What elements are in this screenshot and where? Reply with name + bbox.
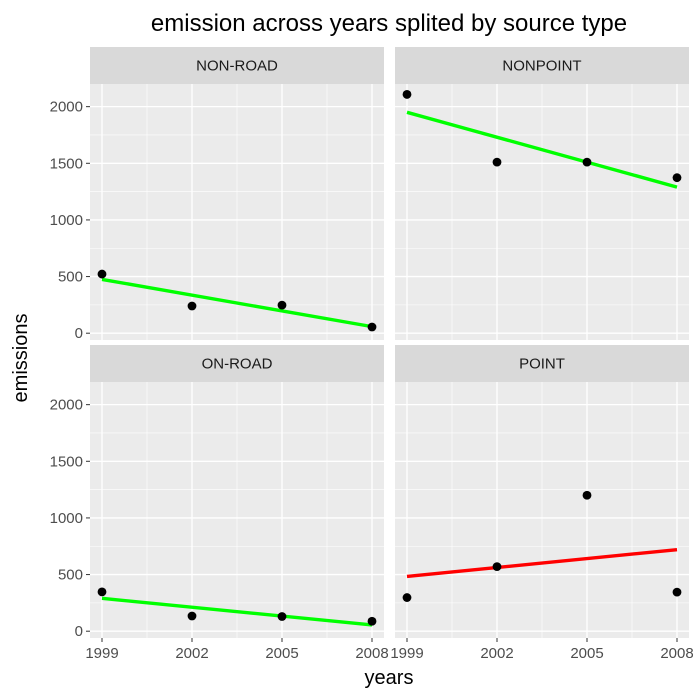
data-point: [402, 593, 412, 602]
data-point: [582, 490, 592, 500]
facet-strip: [90, 47, 384, 84]
x-tick-label: 2002: [480, 645, 513, 662]
facet-strip: [395, 345, 689, 382]
data-point: [402, 90, 412, 99]
x-tick-label: 2005: [265, 645, 298, 662]
trend-line: [406, 110, 678, 189]
y-tick-label: 0: [75, 623, 83, 640]
x-tick-label: 2008: [660, 645, 693, 662]
data-point: [367, 616, 377, 626]
facet-strip: [395, 47, 689, 84]
data-point: [97, 587, 107, 597]
x-tick-label: 2005: [570, 645, 603, 662]
data-point: [672, 173, 682, 183]
trend-line: [101, 277, 373, 329]
trend-line: [101, 596, 373, 627]
data-point: [492, 157, 502, 167]
facet-non-road: NON-ROAD 0 500 1000 1500 2000: [50, 47, 384, 342]
facet-strip-label: POINT: [519, 356, 565, 373]
facet-on-road: ON-ROAD 0 500 1000 1500 2000 1999 2002 2005 2008: [50, 345, 389, 662]
trend-line: [406, 547, 678, 579]
y-tick-label: 1500: [50, 155, 83, 172]
facet-strip: [90, 345, 384, 382]
y-tick-label: 2000: [50, 397, 83, 414]
data-point: [97, 269, 107, 279]
y-tick-label: 500: [58, 269, 83, 286]
facet-strip-label: ON-ROAD: [202, 356, 273, 373]
data-point: [582, 157, 592, 167]
data-point: [367, 322, 377, 332]
y-tick-label: 2000: [50, 99, 83, 116]
data-point: [672, 587, 682, 597]
facet-strip-label: NONPOINT: [502, 58, 581, 75]
x-tick-label: 2008: [355, 645, 388, 662]
data-point: [277, 612, 287, 621]
data-point: [492, 562, 502, 572]
data-point: [187, 301, 197, 311]
chart-title: emission across years splited by source …: [151, 10, 627, 37]
x-tick-label: 1999: [390, 645, 423, 662]
y-tick-label: 0: [75, 325, 83, 342]
facet-nonpoint: NONPOINT: [395, 47, 689, 340]
y-tick-label: 1000: [50, 212, 83, 229]
x-tick-label: 2002: [175, 645, 208, 662]
facet-strip-label: NON-ROAD: [196, 58, 278, 75]
y-tick-label: 1500: [50, 453, 83, 470]
y-axis-title: emissions: [10, 314, 32, 403]
data-point: [277, 300, 287, 310]
x-axis-title: years: [365, 667, 414, 689]
y-tick-label: 1000: [50, 510, 83, 527]
facet-panels: NON-ROAD 0 500 1000 1500 2000 NONPOINT ON-ROAD 0…: [50, 47, 694, 662]
facet-point: POINT 1999 2002 2005 2008: [390, 345, 694, 662]
x-tick-label: 1999: [85, 645, 118, 662]
data-point: [187, 611, 197, 621]
y-tick-label: 500: [58, 567, 83, 584]
